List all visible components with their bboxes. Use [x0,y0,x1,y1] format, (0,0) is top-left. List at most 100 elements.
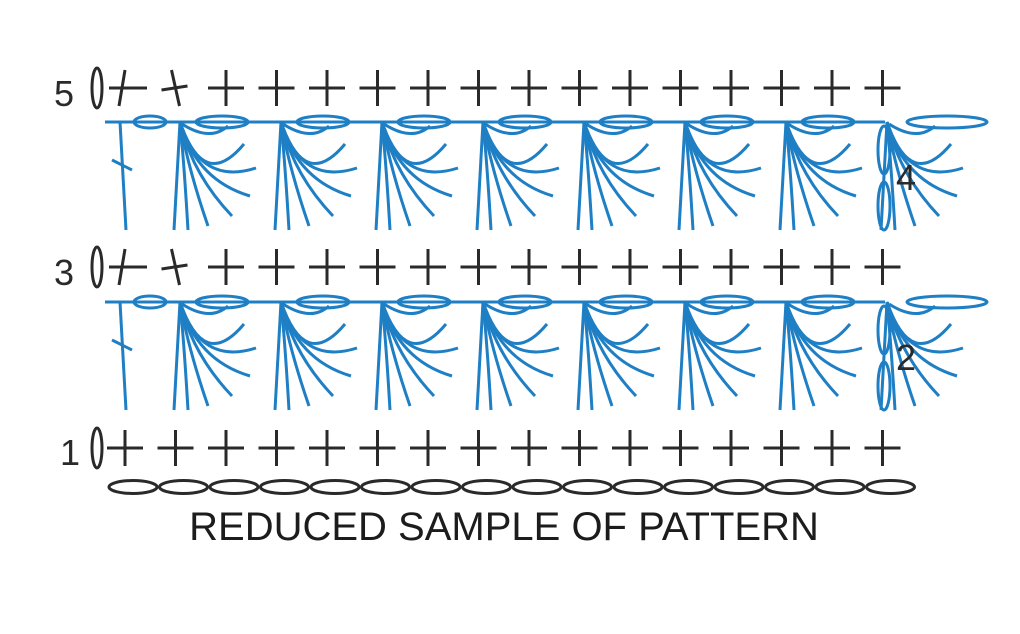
fan-curl [686,122,734,135]
fan-stem [374,301,384,411]
fan-curl [383,302,431,315]
chain-stitch [360,479,411,495]
fan-stroke [582,121,650,165]
single-crochet [161,263,188,271]
row-label-1: 1 [60,432,80,473]
fan-curl [383,122,431,135]
turning-chain-row-4 [876,180,892,232]
fan-stem [677,121,687,231]
fan-curl [686,302,734,315]
chain-stitch [295,114,351,130]
turning-chain-row-1 [90,426,104,470]
fan-stem [374,121,384,231]
turning-chain-row-5 [90,66,104,110]
turning-chain-row-4 [876,124,892,176]
fan-stroke [481,121,549,165]
chain-stitch [699,294,755,310]
chain-stitch [699,114,755,130]
chain-stitch [396,114,452,130]
chain-stitch [905,114,989,130]
fan-stem [172,301,182,411]
chain-stitch [309,479,361,495]
black-stitch-layer [90,66,916,495]
fan-stroke [582,301,650,345]
fan-stroke [279,121,347,165]
fan-curl [181,122,229,135]
fan-stem [118,301,128,411]
chain-stitch [295,294,351,310]
fan-stem [475,301,485,411]
fan-stroke [784,301,852,345]
chain-stitch [132,294,168,310]
chain-stitch [107,479,159,495]
fan-curl [484,302,532,315]
row-label-4: 4 [896,157,916,198]
chain-stitch [194,114,250,130]
fan-stroke [481,301,549,345]
fan-stem [118,121,128,231]
fan-curl [181,302,229,315]
fan-stem [273,121,283,231]
chain-stitch [259,479,310,495]
fan-curl [484,122,532,135]
fan-curl [787,302,835,315]
row-label-5: 5 [54,73,74,114]
chain-stitch [598,114,654,130]
chain-stitch [764,479,815,495]
chain-stitch [612,479,664,495]
fan-stem [172,121,182,231]
blue-stitch-layer [105,114,989,412]
fan-stem [576,301,586,411]
fan-stem [475,121,485,231]
fan-stroke [380,301,448,345]
fan-stem [778,121,788,231]
chain-stitch [814,479,866,495]
fan-stem [576,121,586,231]
fan-stroke [380,121,448,165]
fan-curl [787,122,835,135]
fan-stroke [683,301,751,345]
chain-stitch [410,479,462,495]
chain-stitch [132,114,168,130]
chain-stitch [208,479,260,495]
fan-stroke [885,301,953,345]
fan-stem [879,121,889,231]
chain-stitch [905,294,989,310]
chain-stitch [562,479,613,495]
fan-stroke [683,121,751,165]
fan-stroke [178,301,246,345]
row-label-2: 2 [896,337,916,378]
fan-curl [888,302,936,315]
fan-curl [282,122,330,135]
fan-curl [585,302,633,315]
diagram-caption: REDUCED SAMPLE OF PATTERN [189,505,819,549]
turning-chain-row-2 [876,360,892,412]
chain-stitch [800,294,856,310]
chain-stitch [194,294,250,310]
turning-chain-row-2 [876,304,892,356]
fan-curl [888,122,936,135]
fan-stroke [784,121,852,165]
fan-stem [778,301,788,411]
fan-stem [677,301,687,411]
chain-stitch [461,479,512,495]
fan-curl [585,122,633,135]
chain-stitch [598,294,654,310]
fan-stroke [178,121,246,165]
fan-stem-tick [111,338,133,352]
chain-stitch [713,479,765,495]
chain-stitch [396,294,452,310]
fan-stem [879,301,889,411]
chain-stitch [497,294,553,310]
single-crochet [161,84,188,92]
fan-stem [273,301,283,411]
chain-stitch [800,114,856,130]
chain-stitch [865,479,916,495]
chain-stitch [497,114,553,130]
fan-stroke [279,301,347,345]
turning-chain-row-3 [90,245,104,289]
chain-stitch [663,479,714,495]
chain-stitch [511,479,563,495]
fan-stroke [885,121,953,165]
fan-curl [282,302,330,315]
